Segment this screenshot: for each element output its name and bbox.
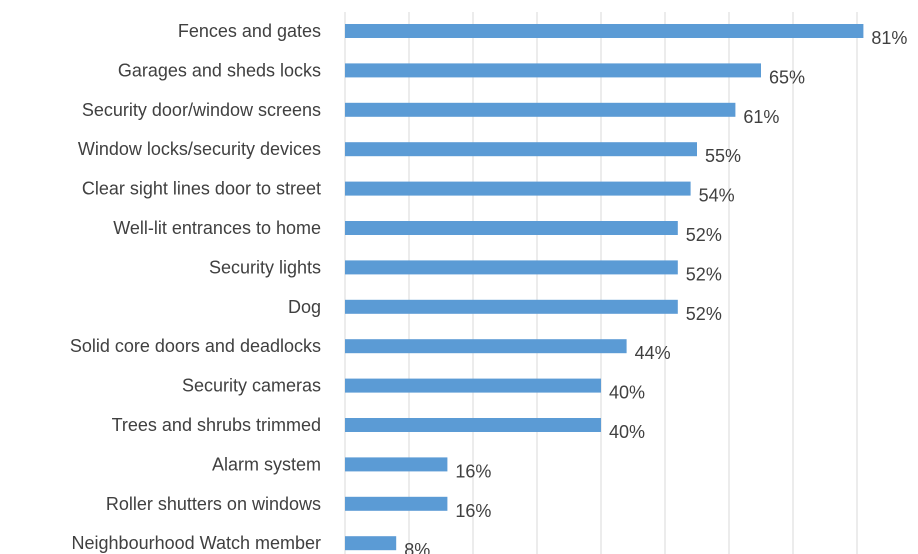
bars <box>345 24 864 551</box>
value-label: 40% <box>609 422 645 442</box>
category-label: Fences and gates <box>178 21 321 41</box>
value-labels: 81% 65% 61%55% 54% 52% 52% 52% 44% 40% 40% 16% 16% 8… <box>404 28 907 554</box>
category-label: Solid core doors and deadlocks <box>70 336 321 356</box>
gridlines <box>344 12 858 554</box>
category-label: Trees and shrubs trimmed <box>112 415 321 435</box>
value-label: 55% <box>705 146 741 166</box>
category-label: Neighbourhood Watch member <box>72 533 321 553</box>
value-label: 8% <box>404 540 430 554</box>
category-label: Dog <box>288 297 321 317</box>
value-label: 54% <box>699 186 735 206</box>
bar <box>345 260 678 275</box>
value-label: 61% <box>743 107 779 127</box>
value-label: 40% <box>609 383 645 403</box>
bar <box>345 299 678 314</box>
value-label: 16% <box>455 461 491 481</box>
bar <box>345 102 736 117</box>
bar <box>345 221 678 235</box>
category-label: Security door/window screens <box>82 100 321 120</box>
value-label: 52% <box>686 225 722 245</box>
bar <box>345 339 627 354</box>
category-label: Window locks/security devices <box>78 139 321 159</box>
category-label: Security cameras <box>182 376 321 396</box>
value-label: 52% <box>686 264 722 284</box>
bar <box>345 181 691 196</box>
category-label: Security lights <box>209 257 321 277</box>
bar <box>345 457 448 472</box>
value-label: 16% <box>455 501 491 521</box>
category-label: Alarm system <box>212 454 321 474</box>
category-labels: Fences and gates Garages and sheds locks S… <box>70 21 321 553</box>
bar <box>345 536 397 551</box>
bar <box>345 378 601 393</box>
category-label: Clear sight lines door to street <box>82 179 321 199</box>
value-label: 65% <box>769 67 805 87</box>
category-label: Garages and sheds locks <box>118 60 321 80</box>
category-label: Well-lit entrances to home <box>113 218 321 238</box>
value-label: 52% <box>686 304 722 324</box>
bar <box>345 63 761 78</box>
bar <box>345 142 697 157</box>
value-label: 44% <box>635 343 671 363</box>
category-label: Roller shutters on windows <box>106 494 321 514</box>
bar <box>345 418 601 432</box>
bar <box>345 24 864 38</box>
bar <box>345 496 448 511</box>
value-label: 81% <box>871 28 907 48</box>
